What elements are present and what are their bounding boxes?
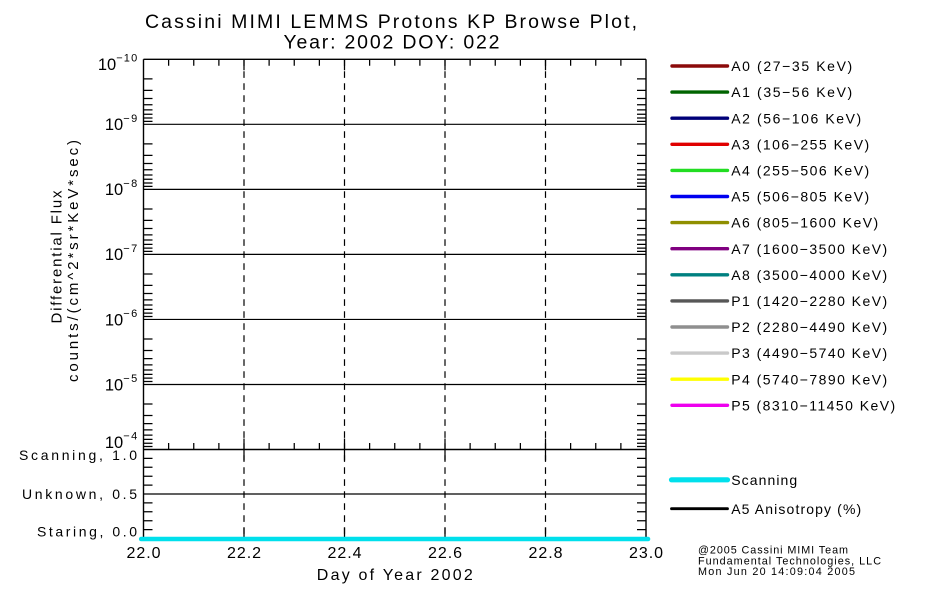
svg-text:22.0: 22.0 [127, 545, 161, 562]
svg-text:P4 (5740−7890 KeV): P4 (5740−7890 KeV) [731, 371, 887, 387]
svg-text:@2005 Cassini MIMI Team: @2005 Cassini MIMI Team [698, 544, 848, 556]
svg-text:A5 (506−805 KeV): A5 (506−805 KeV) [731, 189, 869, 205]
svg-text:22.4: 22.4 [328, 545, 362, 562]
svg-text:P5 (8310−11450 KeV): P5 (8310−11450 KeV) [731, 397, 895, 413]
svg-text:A6 (805−1600 KeV): A6 (805−1600 KeV) [731, 215, 878, 231]
svg-text:A2 (56−106 KeV): A2 (56−106 KeV) [731, 110, 861, 126]
svg-text:22.2: 22.2 [227, 545, 261, 562]
svg-text:Scanning: Scanning [731, 472, 797, 488]
svg-text:Unknown, 0.5: Unknown, 0.5 [22, 486, 137, 502]
svg-text:A5 Anisotropy (%): A5 Anisotropy (%) [731, 501, 861, 517]
svg-text:22.6: 22.6 [428, 545, 462, 562]
svg-text:A4 (255−506 KeV): A4 (255−506 KeV) [731, 163, 869, 179]
svg-text:Scanning, 1.0: Scanning, 1.0 [19, 447, 137, 463]
svg-text:Year: 2002 DOY: 022: Year: 2002 DOY: 022 [284, 32, 500, 54]
svg-text:Mon Jun 20 14:09:04 2005: Mon Jun 20 14:09:04 2005 [698, 566, 855, 578]
svg-text:Day of Year 2002: Day of Year 2002 [317, 567, 473, 584]
svg-text:23.0: 23.0 [629, 545, 663, 562]
svg-text:22.8: 22.8 [529, 545, 563, 562]
svg-text:A8 (3500−4000 KeV): A8 (3500−4000 KeV) [731, 267, 887, 283]
svg-text:A1 (35−56 KeV): A1 (35−56 KeV) [731, 84, 852, 100]
svg-text:Differential Flux: Differential Flux [48, 190, 65, 324]
svg-text:A3 (106−255 KeV): A3 (106−255 KeV) [731, 136, 869, 152]
svg-text:P1 (1420−2280 KeV): P1 (1420−2280 KeV) [731, 293, 887, 309]
svg-text:Fundamental Technologies, LLC: Fundamental Technologies, LLC [698, 555, 881, 567]
svg-text:P2 (2280−4490 KeV): P2 (2280−4490 KeV) [731, 319, 887, 335]
svg-text:P3 (4490−5740 KeV): P3 (4490−5740 KeV) [731, 345, 887, 361]
svg-text:A7 (1600−3500 KeV): A7 (1600−3500 KeV) [731, 241, 887, 257]
svg-text:A0 (27−35 KeV): A0 (27−35 KeV) [731, 58, 852, 74]
